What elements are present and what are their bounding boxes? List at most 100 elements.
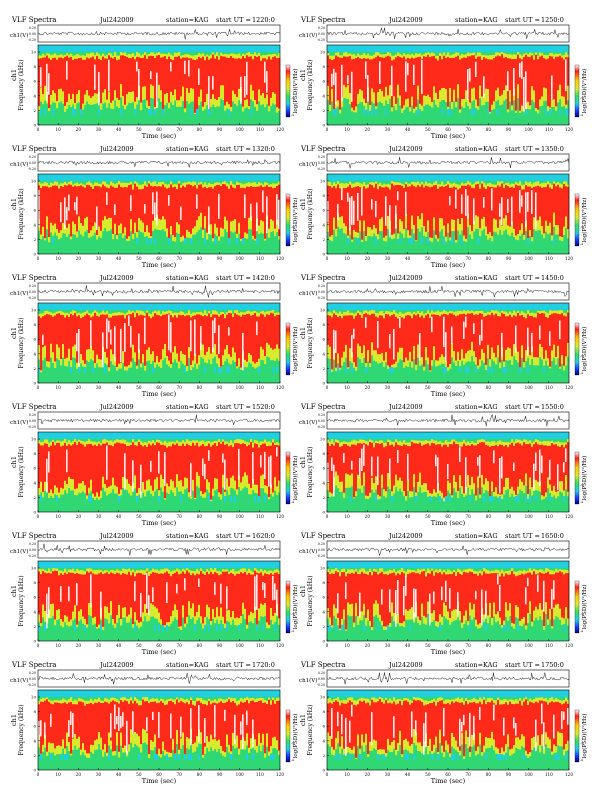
- spectrogram-core: [64, 702, 67, 749]
- spectrogram-core: [208, 443, 211, 483]
- spectrogram-core: [56, 442, 59, 488]
- spectrogram-ylabel: Frequency (kHz): [307, 317, 314, 368]
- time-tick-label: 90: [506, 643, 512, 648]
- time-tick-label: 100: [525, 127, 533, 132]
- spectrogram-peak: [397, 580, 399, 616]
- spectrogram-core: [146, 701, 149, 733]
- spectrogram-low-band: [439, 625, 442, 631]
- spectrogram-core: [176, 443, 179, 475]
- time-tick-label: 40: [116, 772, 122, 777]
- spectrogram-core: [353, 58, 356, 111]
- time-tick-label: 20: [76, 385, 82, 390]
- spectrogram-core: [112, 315, 115, 355]
- spectrogram-peak: [561, 711, 563, 730]
- spectrogram-peak: [214, 582, 216, 595]
- spectrogram-core: [423, 444, 426, 484]
- spectrogram-low-band: [553, 238, 556, 244]
- spectrogram-core: [166, 313, 169, 356]
- spectrogram-peak: [240, 721, 242, 735]
- spectrogram-top-band: [327, 45, 569, 52]
- spectrogram-core: [413, 186, 416, 225]
- panel-start-label: start UT =: [216, 403, 251, 411]
- spectrogram-peak: [465, 457, 467, 494]
- spectrogram-peak: [515, 722, 517, 736]
- spectrogram-core: [212, 444, 215, 489]
- spectrogram-core: [545, 445, 548, 493]
- spectrogram-low-band: [527, 367, 530, 373]
- spectrogram-low-band: [523, 754, 526, 760]
- time-axis-label: Time (sec): [142, 519, 177, 527]
- spectrogram-core: [403, 318, 406, 363]
- spectrogram-peak: [148, 595, 150, 615]
- waveform-trace: [37, 673, 281, 685]
- freq-tick-label: 8: [33, 451, 36, 456]
- colorbar-tick-label: -4: [291, 629, 294, 633]
- spectrogram-peak: [222, 453, 224, 463]
- spectrogram-core: [455, 443, 458, 482]
- spectrogram-core: [128, 703, 131, 745]
- time-tick-label: 0: [326, 385, 329, 390]
- spectrogram-low-band: [40, 754, 43, 760]
- spectrogram-core: [174, 56, 177, 90]
- spectrogram-core: [54, 445, 57, 486]
- colorbar-tick-label: -3: [291, 741, 294, 745]
- spectrogram-core: [515, 576, 518, 606]
- spectrogram-core: [379, 699, 382, 750]
- spectrogram-core: [475, 703, 478, 751]
- spectrogram-core: [485, 573, 488, 603]
- spectrogram-peak: [567, 708, 569, 725]
- spectrogram-peak: [48, 451, 50, 473]
- spectrogram-core: [565, 573, 568, 608]
- spectrogram-core: [258, 55, 261, 90]
- spectrogram-core: [469, 185, 472, 226]
- spectrogram-peak: [349, 197, 351, 231]
- spectrogram-core: [106, 58, 109, 100]
- time-tick-label: 30: [96, 385, 102, 390]
- spectrogram-core: [134, 700, 137, 732]
- time-tick-label: 50: [136, 256, 142, 261]
- spectrogram-core: [52, 316, 55, 353]
- spectrogram-core: [475, 445, 478, 496]
- spectrogram-core: [465, 700, 468, 731]
- spectrogram-core: [419, 574, 422, 621]
- spectrogram-core: [174, 704, 177, 754]
- spectrogram-low-band: [92, 367, 95, 373]
- spectrogram-core: [158, 54, 161, 85]
- spectrogram-core: [497, 55, 500, 88]
- time-axis-label: Time (sec): [431, 261, 466, 269]
- spectrogram-low-band: [154, 625, 157, 631]
- spectrogram-core: [427, 186, 430, 221]
- spectrogram-core: [345, 188, 348, 227]
- spectrogram-peak: [122, 712, 124, 727]
- spectrogram-core: [557, 184, 560, 226]
- spectrogram-core: [463, 443, 466, 494]
- spectrogram-core: [240, 572, 243, 616]
- time-tick-label: 30: [96, 772, 102, 777]
- spectrogram-core: [367, 187, 370, 227]
- spectrogram-core: [491, 700, 494, 732]
- spectrogram-core: [355, 315, 358, 367]
- spectrogram-core: [272, 313, 275, 350]
- spectrogram-peak: [483, 197, 485, 208]
- spectrogram-core: [154, 313, 157, 363]
- time-tick-label: 0: [326, 514, 329, 519]
- waveform-tick-label: 0.00: [29, 548, 36, 552]
- spectrogram-core: [192, 315, 195, 361]
- spectrogram-peak: [116, 715, 118, 725]
- spectrogram-core: [208, 574, 211, 608]
- spectrogram-low-band: [204, 238, 207, 244]
- spectrogram-core: [467, 704, 470, 738]
- spectrogram-core: [276, 572, 279, 604]
- spectrogram-core: [403, 444, 406, 491]
- spectrogram-core: [278, 57, 281, 109]
- spectrogram-peak: [108, 59, 110, 92]
- spectrogram-core: [198, 314, 201, 356]
- spectrogram-low-band: [204, 625, 207, 631]
- spectrogram-core: [337, 56, 340, 101]
- spectrogram-core: [106, 702, 109, 753]
- spectrogram-core: [76, 58, 79, 95]
- spectrogram-peak: [449, 588, 451, 609]
- spectrogram-core: [485, 444, 488, 479]
- spectrogram-peak: [527, 577, 529, 587]
- spectrogram-low-band: [52, 238, 55, 244]
